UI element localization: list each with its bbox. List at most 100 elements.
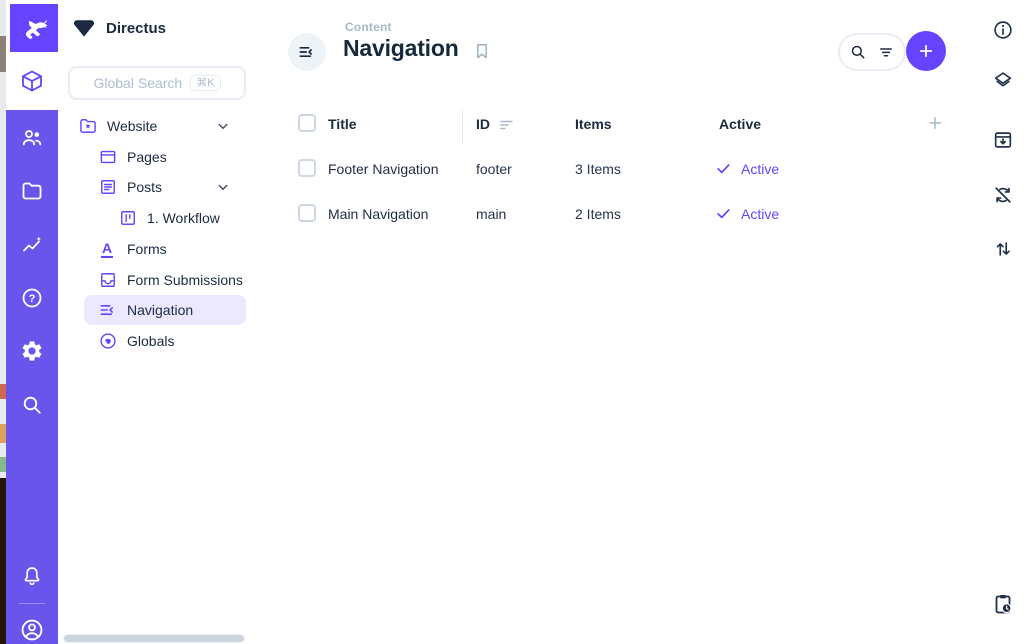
filter-icon: [880, 48, 892, 57]
column-header-items[interactable]: Items: [575, 116, 612, 132]
add-column-button[interactable]: [926, 114, 944, 132]
plus-icon: [919, 44, 933, 58]
plus-icon: [929, 117, 941, 129]
article-icon: [101, 180, 115, 194]
create-item-button[interactable]: [906, 31, 946, 71]
cell-title: Main Navigation: [328, 206, 429, 222]
sidebar-item-forms[interactable]: A Forms: [101, 240, 167, 258]
module-bar-divider: [19, 603, 45, 604]
search-button[interactable]: [849, 43, 867, 61]
sidebar-item-form-submissions[interactable]: Form Submissions: [70, 265, 246, 295]
cell-items: 2 Items: [575, 206, 621, 222]
module-files[interactable]: [6, 169, 58, 213]
cell-active: Active: [715, 160, 779, 177]
sidebar-item-navigation[interactable]: Navigation: [84, 295, 246, 325]
module-search[interactable]: [6, 383, 58, 427]
breadcrumb[interactable]: Content: [345, 20, 392, 34]
search-filter-pill: [838, 33, 906, 71]
bookmark-icon: [477, 44, 487, 59]
cell-title: Footer Navigation: [328, 161, 439, 177]
sidebar-item-posts[interactable]: Posts: [70, 172, 246, 202]
import-export-button[interactable]: [982, 228, 1024, 270]
check-icon: [717, 164, 730, 174]
format-a-icon: A: [101, 240, 114, 258]
module-insights[interactable]: [6, 223, 58, 267]
module-settings[interactable]: [6, 329, 58, 373]
kanban-icon: [121, 211, 135, 225]
row-checkbox[interactable]: [298, 204, 316, 222]
menu-open-icon: [299, 47, 312, 58]
rabbit-logo-icon: [25, 20, 48, 40]
archive-download-icon: [994, 132, 1012, 148]
filter-button[interactable]: [877, 43, 895, 61]
sidebar-item-pages[interactable]: Pages: [70, 142, 246, 172]
notifications-button[interactable]: [6, 554, 58, 598]
svg-text:?: ?: [29, 293, 36, 305]
info-icon: [994, 21, 1012, 39]
help-icon: ?: [22, 288, 42, 308]
nav-sidebar: Directus Global Search ⌘K Website Pages: [58, 0, 250, 644]
users-icon: [22, 130, 42, 146]
module-bar-body: ?: [6, 110, 58, 644]
nav-toggle-button[interactable]: [288, 33, 326, 71]
page-title: Navigation: [343, 35, 459, 61]
sort-indicator-icon[interactable]: [500, 120, 513, 130]
column-header-active[interactable]: Active: [719, 116, 762, 132]
project-name: Directus: [106, 19, 167, 37]
module-docs[interactable]: ?: [6, 276, 58, 320]
project-logo-icon: [73, 20, 95, 37]
select-all-checkbox[interactable]: [298, 114, 316, 132]
search-icon: [851, 45, 865, 59]
directus-logo[interactable]: [10, 4, 58, 52]
check-icon: [717, 209, 730, 219]
folder-star-icon: [80, 119, 96, 133]
search-icon: [23, 396, 41, 414]
module-content[interactable]: [6, 52, 58, 110]
menu-open-icon: [100, 305, 113, 315]
column-resize-divider[interactable]: [462, 110, 463, 144]
module-bar: ?: [6, 0, 58, 644]
global-search-placeholder: Global Search: [93, 75, 183, 91]
archive-button[interactable]: [982, 119, 1024, 161]
bell-icon: [24, 567, 40, 586]
cell-items: 3 Items: [575, 161, 621, 177]
globe-icon: [100, 333, 116, 349]
insights-icon: [23, 236, 42, 252]
global-search-shortcut: ⌘K: [190, 75, 221, 91]
layout-options-button[interactable]: [982, 59, 1024, 101]
sidebar-item-workflow[interactable]: 1. Workflow: [70, 203, 246, 233]
sidebar-item-website[interactable]: Website: [70, 111, 246, 141]
gear-icon: [22, 341, 42, 361]
column-header-id[interactable]: ID: [476, 116, 490, 132]
swap-vertical-icon: [996, 242, 1010, 256]
chevron-down-icon[interactable]: [214, 178, 232, 196]
column-header-title[interactable]: Title: [328, 116, 357, 132]
project-switcher[interactable]: Directus: [72, 12, 242, 44]
cell-id: main: [476, 206, 507, 222]
right-toolbar: [978, 0, 1028, 644]
box-icon: [22, 70, 42, 92]
main-content: Content Navigation: [250, 0, 978, 644]
folder-icon: [22, 182, 42, 200]
cell-active: Active: [715, 205, 779, 222]
avatar-icon: [21, 619, 43, 641]
module-users[interactable]: [6, 116, 58, 160]
clipboard-clock-icon: [995, 595, 1012, 614]
sidebar-item-globals[interactable]: Globals: [70, 326, 246, 356]
sync-disabled-icon: [995, 187, 1011, 203]
layers-icon: [994, 72, 1012, 87]
row-checkbox[interactable]: [298, 159, 316, 177]
window-icon: [100, 150, 116, 164]
info-sidebar-button[interactable]: [982, 9, 1024, 51]
bookmark-button[interactable]: [472, 40, 492, 62]
inbox-icon: [101, 273, 115, 287]
account-button[interactable]: [6, 608, 58, 644]
chevron-down-icon[interactable]: [214, 117, 232, 135]
cell-id: footer: [476, 161, 512, 177]
horizontal-scrollbar[interactable]: [63, 634, 245, 643]
global-search-input[interactable]: Global Search ⌘K: [68, 66, 246, 100]
revisions-button[interactable]: [982, 174, 1024, 216]
flows-button[interactable]: [982, 583, 1024, 625]
background-artifact-strip: [0, 0, 6, 644]
